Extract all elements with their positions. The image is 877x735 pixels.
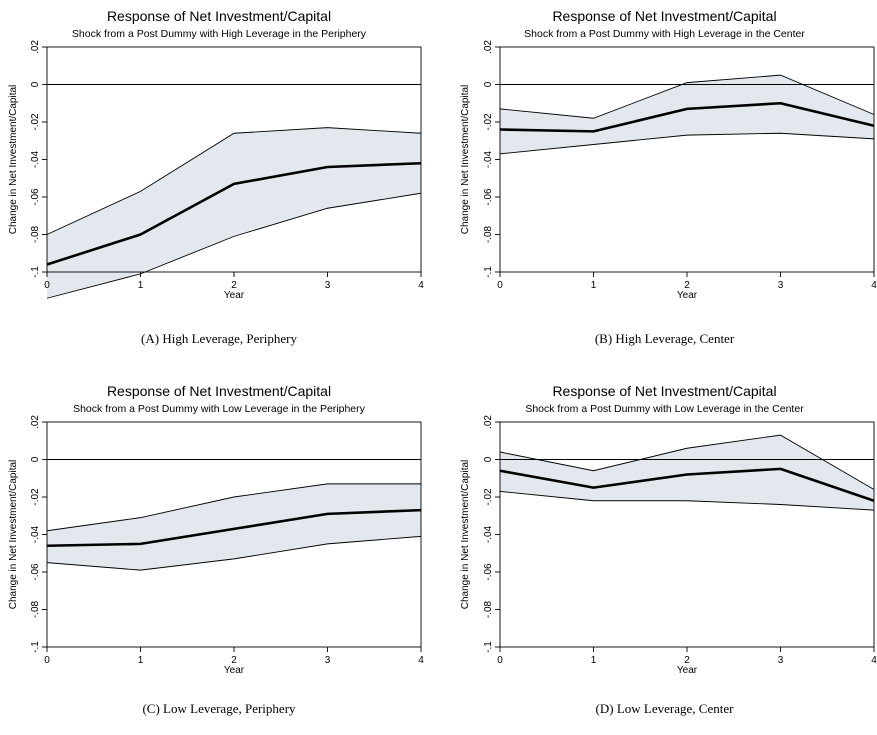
y-tick-label: .02 [483, 415, 494, 429]
caption-a: (A) High Leverage, Periphery [141, 331, 297, 346]
x-tick-label: 3 [778, 280, 784, 291]
point-estimate-line [499, 467, 875, 502]
x-tick-label: 2 [684, 280, 690, 291]
y-tick-label: -.1 [483, 266, 494, 278]
x-tick-label: 0 [44, 280, 50, 291]
lower-bound-line [46, 535, 422, 571]
chart-low-leverage-periphery: Response of Net Investment/Capital Shock … [8, 383, 424, 676]
caption-c: (C) Low Leverage, Periphery [142, 701, 296, 716]
x-tick-label: 4 [871, 655, 877, 666]
x-tick-label: 3 [325, 280, 331, 291]
y-tick-label: -.06 [483, 563, 494, 581]
y-tick-label: -.02 [30, 488, 41, 506]
y-tick-label: -.06 [30, 188, 41, 206]
panel-low-leverage-periphery: Response of Net Investment/Capital Shock … [0, 375, 438, 735]
x-tick-label: 2 [231, 280, 237, 291]
y-tick-label: -.08 [483, 600, 494, 618]
chart-high-leverage-center: Response of Net Investment/Capital Shock … [460, 8, 877, 301]
x-axis-label: Year [224, 665, 245, 676]
chart-title: Response of Net Investment/Capital [552, 383, 776, 399]
y-tick-label: -.02 [483, 488, 494, 506]
y-tick-label: -.1 [30, 641, 41, 653]
y-tick-label: -.06 [30, 563, 41, 581]
confidence-band [500, 435, 874, 511]
y-tick-label: -.08 [30, 225, 41, 243]
x-tick-label: 3 [778, 655, 784, 666]
x-tick-label: 1 [138, 280, 144, 291]
y-tick-label: 0 [483, 81, 494, 87]
x-axis-label: Year [677, 665, 698, 676]
y-tick-label: -.04 [483, 150, 494, 168]
chart-subtitle: Shock from a Post Dummy with Low Leverag… [525, 403, 804, 415]
x-axis-label: Year [224, 290, 245, 301]
chart-subtitle: Shock from a Post Dummy with High Levera… [72, 28, 367, 40]
confidence-band [47, 483, 421, 571]
y-tick-label: -.02 [483, 113, 494, 131]
y-tick-label: -.04 [483, 525, 494, 543]
point-estimate-line [499, 101, 875, 133]
lower-bound-line [499, 490, 875, 511]
x-tick-label: 0 [497, 280, 503, 291]
x-tick-label: 0 [44, 655, 50, 666]
y-tick-label: -.06 [483, 188, 494, 206]
panel-low-leverage-center: Response of Net Investment/Capital Shock … [452, 375, 877, 735]
upper-bound-line [46, 483, 421, 532]
y-tick-label: -.1 [483, 641, 494, 653]
caption-b: (B) High Leverage, Center [594, 331, 735, 346]
confidence-band [47, 127, 421, 299]
y-tick-label: -.02 [30, 113, 41, 131]
lower-bound-line [46, 192, 422, 299]
chart-subtitle: Shock from a Post Dummy with High Levera… [524, 28, 805, 40]
y-axis-label: Change in Net Investment/Capital [460, 85, 471, 235]
chart-subtitle: Shock from a Post Dummy with Low Leverag… [73, 403, 366, 415]
y-tick-label: 0 [483, 456, 494, 462]
chart-high-leverage-periphery: Response of Net Investment/Capital Shock … [8, 8, 424, 301]
x-tick-label: 4 [418, 280, 424, 291]
y-axis-label: Change in Net Investment/Capital [460, 460, 471, 610]
chart-title: Response of Net Investment/Capital [107, 8, 331, 24]
x-axis-label: Year [677, 290, 698, 301]
chart-title: Response of Net Investment/Capital [552, 8, 776, 24]
lower-bound-line [499, 132, 875, 155]
y-tick-label: 0 [30, 81, 41, 87]
point-estimate-line [46, 508, 422, 548]
y-axis-label: Change in Net Investment/Capital [8, 85, 19, 235]
upper-bound-line [499, 74, 875, 119]
y-tick-label: 0 [30, 456, 41, 462]
panel-high-leverage-periphery: Response of Net Investment/Capital Shock … [0, 0, 438, 360]
y-tick-label: -.08 [483, 225, 494, 243]
y-tick-label: .02 [483, 40, 494, 54]
y-tick-label: .02 [30, 40, 41, 54]
x-tick-label: 2 [684, 655, 690, 666]
y-tick-label: .02 [30, 415, 41, 429]
caption-d: (D) Low Leverage, Center [595, 701, 734, 716]
y-tick-label: -.04 [30, 150, 41, 168]
y-tick-label: -.1 [30, 266, 41, 278]
point-estimate-line [46, 161, 422, 266]
y-axis-label: Change in Net Investment/Capital [8, 460, 19, 610]
chart-title: Response of Net Investment/Capital [107, 383, 331, 399]
x-tick-label: 3 [325, 655, 331, 666]
x-tick-label: 1 [138, 655, 144, 666]
chart-low-leverage-center: Response of Net Investment/Capital Shock … [460, 383, 877, 676]
x-tick-label: 1 [591, 655, 597, 666]
y-tick-label: -.08 [30, 600, 41, 618]
upper-bound-line [46, 127, 422, 235]
panel-high-leverage-center: Response of Net Investment/Capital Shock … [452, 0, 877, 360]
plot-frame [499, 46, 875, 273]
x-tick-label: 2 [231, 655, 237, 666]
upper-bound-line [499, 434, 875, 490]
x-tick-label: 4 [871, 280, 877, 291]
confidence-band [500, 75, 874, 154]
x-tick-label: 0 [497, 655, 503, 666]
y-tick-label: -.04 [30, 525, 41, 543]
x-tick-label: 1 [591, 280, 597, 291]
x-tick-label: 4 [418, 655, 424, 666]
